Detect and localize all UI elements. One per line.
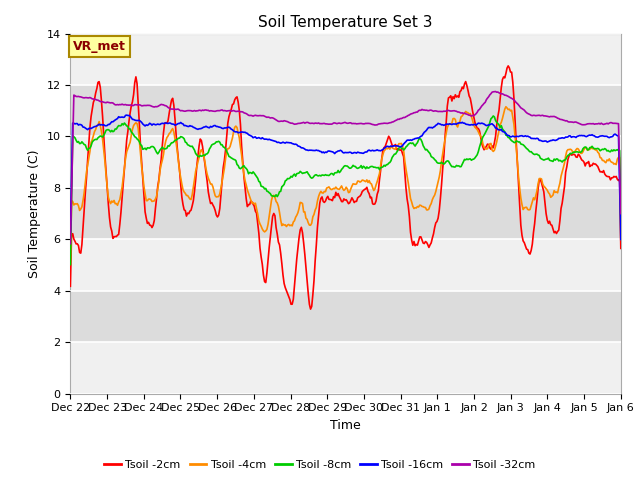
Bar (70, 342, 621, 394)
Bar (70, 188, 621, 240)
Legend: Tsoil -2cm, Tsoil -4cm, Tsoil -8cm, Tsoil -16cm, Tsoil -32cm: Tsoil -2cm, Tsoil -4cm, Tsoil -8cm, Tsoi… (100, 456, 540, 474)
Bar (70, 240, 621, 291)
Bar (70, 85, 621, 136)
Title: Soil Temperature Set 3: Soil Temperature Set 3 (259, 15, 433, 30)
X-axis label: Time: Time (330, 419, 361, 432)
Text: VR_met: VR_met (73, 40, 126, 53)
Y-axis label: Soil Temperature (C): Soil Temperature (C) (28, 149, 41, 278)
Bar (70, 291, 621, 342)
Bar (70, 136, 621, 188)
Bar (70, 34, 621, 85)
